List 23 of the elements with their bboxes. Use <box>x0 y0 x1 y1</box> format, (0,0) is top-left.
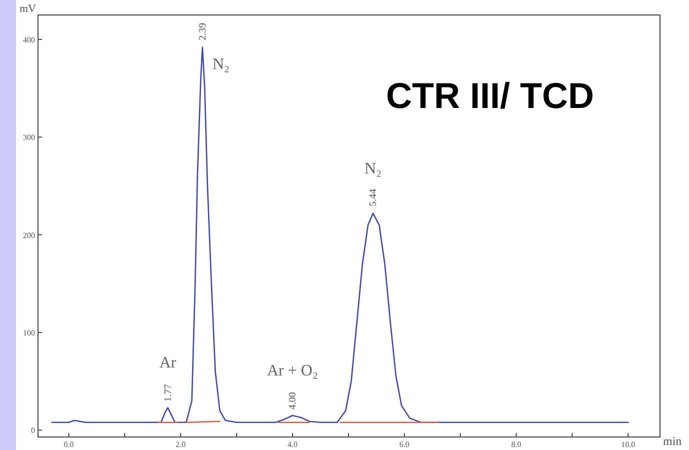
annotation: 2.39 <box>197 22 208 40</box>
x-tick-label: 10.0 <box>621 440 636 449</box>
y-axis-title: mV <box>20 3 36 15</box>
annotation: 5.44 <box>368 188 380 206</box>
annotation: Ar <box>159 354 177 372</box>
y-tick-label: 200 <box>23 230 35 240</box>
x-axis-title: min <box>663 434 682 448</box>
annotation: N₂ <box>364 160 382 178</box>
annotation: 1.77 <box>162 384 174 402</box>
x-tick-label: 8.0 <box>511 440 522 449</box>
annotation: 4.00 <box>288 392 299 410</box>
line-series <box>51 46 629 423</box>
annotation: N₂ <box>212 56 230 74</box>
x-tick-label: 2.0 <box>176 440 186 449</box>
x-tick-label: 4.0 <box>288 440 298 449</box>
x-tick-label: 6.0 <box>399 440 410 449</box>
x-tick-label: 0.0 <box>64 440 74 449</box>
y-tick-label: 300 <box>23 133 35 142</box>
y-tick-label: 0 <box>31 426 35 436</box>
annotation: Ar + O₂ <box>266 362 318 380</box>
y-tick-label: 100 <box>23 328 35 338</box>
text: CTR III/ TCD <box>386 75 594 116</box>
y-tick-label: 400 <box>23 35 35 44</box>
